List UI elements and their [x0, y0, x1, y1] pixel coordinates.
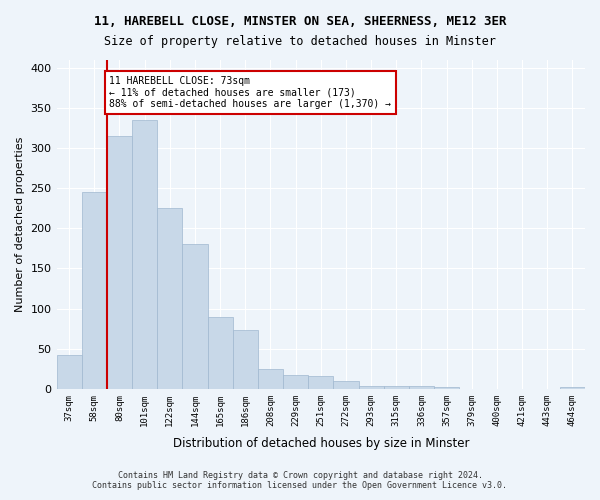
Bar [132, 120, 157, 389]
Y-axis label: Number of detached properties: Number of detached properties [15, 136, 25, 312]
Bar [359, 386, 383, 389]
Text: 11, HAREBELL CLOSE, MINSTER ON SEA, SHEERNESS, ME12 3ER: 11, HAREBELL CLOSE, MINSTER ON SEA, SHEE… [94, 15, 506, 28]
Bar [157, 208, 182, 389]
Bar [182, 244, 208, 389]
Bar [107, 136, 132, 389]
Bar [383, 386, 409, 389]
Bar [233, 330, 258, 389]
Bar [308, 376, 334, 389]
Bar [434, 387, 459, 389]
Bar [56, 355, 82, 389]
Bar [560, 387, 585, 389]
Bar [258, 368, 283, 389]
Text: 11 HAREBELL CLOSE: 73sqm
← 11% of detached houses are smaller (173)
88% of semi-: 11 HAREBELL CLOSE: 73sqm ← 11% of detach… [109, 76, 391, 109]
Bar [82, 192, 107, 389]
Text: Contains HM Land Registry data © Crown copyright and database right 2024.
Contai: Contains HM Land Registry data © Crown c… [92, 470, 508, 490]
Bar [334, 381, 359, 389]
Text: Size of property relative to detached houses in Minster: Size of property relative to detached ho… [104, 35, 496, 48]
Bar [409, 386, 434, 389]
X-axis label: Distribution of detached houses by size in Minster: Distribution of detached houses by size … [173, 437, 469, 450]
Bar [208, 316, 233, 389]
Bar [283, 375, 308, 389]
